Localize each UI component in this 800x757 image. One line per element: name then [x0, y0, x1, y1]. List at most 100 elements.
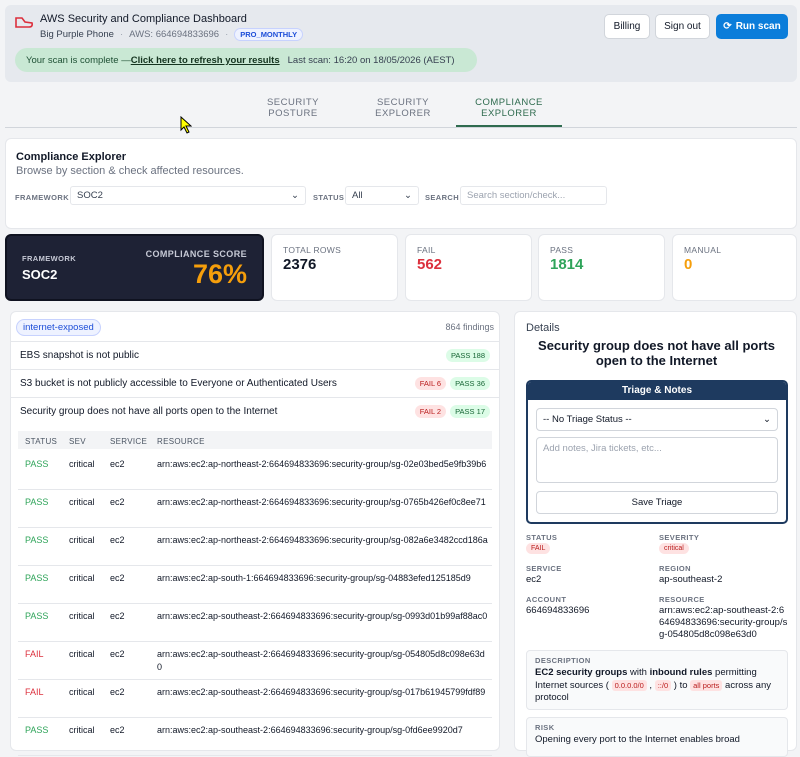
description-plain: ) to: [671, 679, 691, 691]
score-value: 76%: [192, 259, 247, 289]
banner-text: Your scan is complete —: [26, 54, 131, 66]
status-value: All: [352, 190, 363, 201]
description-plain: across any protocol: [535, 679, 774, 704]
resource: arn:aws:ec2:ap-southeast-2:664694833696:…: [157, 611, 488, 621]
tab-divider: [5, 127, 797, 128]
description-code: ::/0: [654, 679, 672, 691]
tab[interactable]: SECURITY EXPLORER: [375, 97, 431, 119]
description-plain: permitting Internet sources (: [535, 667, 760, 691]
details-card: Details Security group does not have all…: [514, 311, 797, 757]
status: PASS: [25, 535, 49, 545]
page: Dashboard {"header":{"title":"AWS Securi…: [5, 5, 797, 757]
score-card: FRAMEWORK SOC2 COMPLIANCE SCORE 76%: [5, 234, 264, 301]
count-badge: PASS 17: [450, 405, 490, 418]
table-row[interactable]: [18, 452, 492, 490]
check-badges: FAIL 6 PASS 36: [411, 377, 490, 390]
resource: arn:aws:ec2:ap-south-1:664694833696:secu…: [157, 573, 471, 583]
stat-label: PASS: [550, 245, 574, 255]
check-row[interactable]: Security group does not have all ports o…: [10, 397, 500, 425]
description-bold: EC2 security groups: [535, 667, 628, 678]
field-label: REGION: [659, 564, 691, 573]
table-row[interactable]: [18, 490, 492, 528]
severity: critical: [69, 725, 95, 735]
score-framework: SOC2: [22, 267, 58, 282]
tab[interactable]: SECURITY POSTURE: [266, 97, 320, 119]
last-scan: Last scan: 16:20 on 18/05/2026 (AEST): [287, 54, 455, 66]
severity: critical: [69, 497, 95, 507]
table-row[interactable]: [18, 680, 492, 718]
triage-status: -- No Triage Status --: [543, 414, 632, 425]
check-badges: FAIL 2 PASS 17: [411, 405, 490, 418]
dashboard: AWS Security and Compliance Dashboard Bi…: [5, 5, 797, 757]
stat-value: 1814: [550, 256, 584, 273]
logo: [15, 17, 33, 28]
details-title: Security group does not have all ports o…: [538, 338, 775, 368]
service: ec2: [110, 649, 125, 659]
score-framework-label: FRAMEWORK: [22, 254, 77, 263]
refresh-link[interactable]: Click here to refresh your results: [130, 54, 280, 66]
service: ec2: [110, 687, 125, 697]
severity: critical: [69, 649, 95, 659]
field-value: 664694833696: [526, 605, 590, 616]
severity: critical: [69, 687, 95, 697]
cursor: [180, 116, 192, 134]
resource: arn:aws:ec2:ap-southeast-2:664694833696:…: [157, 649, 485, 672]
triage-select[interactable]: -- No Triage Status -- ⌄: [536, 408, 778, 431]
status: PASS: [25, 497, 49, 507]
plan-badge: PRO_MONTHLY: [234, 28, 304, 41]
stat-card: TOTAL ROWS 2376: [271, 234, 398, 301]
resource: arn:aws:ec2:ap-northeast-2:664694833696:…: [157, 497, 486, 507]
table-row[interactable]: [18, 642, 492, 680]
field-label: STATUS: [526, 533, 558, 542]
check-row[interactable]: S3 bucket is not publicly accessible to …: [10, 369, 500, 397]
app-title: AWS Security and Compliance Dashboard: [40, 13, 247, 25]
notes-input[interactable]: Add notes, Jira tickets, etc...: [536, 437, 778, 483]
column-header: SERVICE: [110, 437, 148, 446]
save-triage-button[interactable]: Save Triage: [536, 491, 778, 514]
description-plain: with: [627, 667, 650, 678]
description-label: DESCRIPTION: [535, 656, 591, 665]
field-value: ap-southeast-2: [659, 574, 723, 585]
service: ec2: [110, 535, 125, 545]
table-row[interactable]: [18, 604, 492, 642]
triage-box: Triage & Notes -- No Triage Status -- ⌄ A…: [526, 380, 788, 524]
search-input[interactable]: Search section/check...: [460, 186, 607, 205]
finding-count: 864 findings: [445, 322, 494, 332]
resource: arn:aws:ec2:ap-northeast-2:664694833696:…: [157, 459, 487, 469]
tag-filter[interactable]: internet-exposed: [16, 319, 101, 336]
stat-value: 2376: [283, 256, 317, 273]
explorer-title: Compliance Explorer: [16, 151, 127, 163]
stat-card: PASS 1814: [538, 234, 665, 301]
stat-label: MANUAL: [684, 245, 722, 255]
stat-label: TOTAL ROWS: [283, 245, 342, 255]
stat-card: MANUAL 0: [672, 234, 797, 301]
risk-label: RISK: [535, 723, 555, 732]
field-value: critical: [659, 543, 689, 554]
table-row[interactable]: [18, 528, 492, 566]
billing-button[interactable]: Billing: [604, 14, 650, 39]
service: ec2: [110, 611, 125, 621]
tab[interactable]: COMPLIANCE EXPLORER: [456, 97, 562, 127]
stat-label: FAIL: [417, 245, 436, 255]
field-value: arn:aws:ec2:ap-southeast-2:664694833696:…: [659, 605, 788, 640]
risk-box: RISK Opening every port to the Internet e…: [526, 717, 788, 757]
resource: arn:aws:ec2:ap-northeast-2:664694833696:…: [157, 535, 488, 545]
run-scan-button[interactable]: ⟳ Run scan: [716, 14, 788, 39]
framework-value: SOC2: [77, 190, 103, 201]
stat-card: FAIL 562: [405, 234, 532, 301]
description-bold: inbound rules: [649, 667, 713, 678]
triage-title: Triage & Notes: [528, 382, 786, 400]
status-select[interactable]: All ⌄: [345, 186, 419, 205]
check-title: Security group does not have all ports o…: [20, 406, 278, 417]
scan-banner: Your scan is complete — Click here to re…: [15, 48, 477, 72]
sign-out-button[interactable]: Sign out: [655, 14, 710, 39]
count-badge: FAIL 2: [414, 405, 447, 418]
description-code: 0.0.0.0/0: [611, 679, 647, 691]
severity: critical: [69, 611, 95, 621]
framework-select[interactable]: SOC2 ⌄: [70, 186, 306, 205]
status: PASS: [25, 725, 49, 735]
details-label: Details: [526, 322, 560, 334]
check-row[interactable]: EBS snapshot is not public PASS 188: [10, 341, 500, 369]
table-row[interactable]: [18, 566, 492, 604]
table-header: [18, 431, 492, 449]
